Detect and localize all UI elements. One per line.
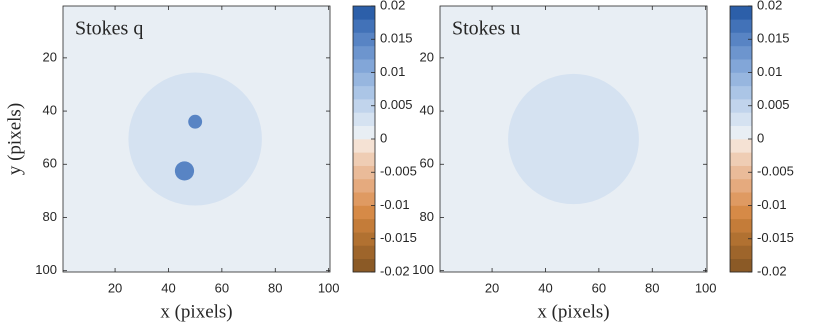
y-tick-label: 80 — [420, 209, 434, 224]
x-tick-label: 20 — [108, 280, 122, 295]
colorbar-segment — [730, 178, 752, 193]
colorbar-tick-label: -0.01 — [757, 197, 787, 212]
colorbar-segment — [730, 125, 752, 140]
colorbar-tick-label: -0.005 — [380, 164, 417, 179]
colorbar-segment — [730, 19, 752, 33]
colorbar-segment — [730, 232, 752, 246]
colorbar-tick-label: 0.015 — [380, 31, 413, 46]
colorbar-segment — [730, 152, 752, 166]
y-tick-label: 100 — [35, 262, 57, 277]
colorbar-segment — [353, 258, 375, 273]
colorbar-tick-label: -0.02 — [757, 263, 787, 278]
colorbar-tick-label: 0.02 — [757, 0, 782, 12]
disk — [128, 72, 262, 206]
colorbar-segment — [353, 19, 375, 33]
colorbar-tick-label: 0.01 — [757, 64, 782, 79]
y-tick-label: 100 — [412, 262, 434, 277]
y-tick-label: 60 — [43, 156, 57, 171]
colorbar-tick-label: 0 — [757, 130, 764, 145]
y-tick-label: 40 — [420, 103, 434, 118]
colorbar-segment — [353, 72, 375, 87]
colorbar-segment — [353, 125, 375, 140]
spot — [188, 114, 203, 129]
colorbar-segment — [730, 112, 752, 126]
colorbar-segment — [353, 192, 375, 206]
colorbar-segment — [730, 32, 752, 47]
colorbar-tick-label: 0.015 — [757, 31, 790, 46]
x-axis-label: x (pixels) — [537, 301, 609, 322]
colorbar-segment — [353, 152, 375, 166]
colorbar-segment — [730, 205, 752, 220]
x-tick-label: 100 — [318, 280, 340, 295]
x-tick-label: 100 — [695, 280, 717, 295]
colorbar-segment — [353, 85, 375, 100]
x-tick-label: 60 — [592, 280, 606, 295]
colorbar-segment — [353, 45, 375, 60]
colorbar-segment — [730, 45, 752, 60]
x-tick-label: 60 — [215, 280, 229, 295]
y-tick-label: 60 — [420, 156, 434, 171]
y-tick-label: 80 — [43, 209, 57, 224]
colorbar-segment — [353, 32, 375, 47]
colorbar-tick-label: -0.005 — [757, 164, 794, 179]
y-axis-label: y (pixels) — [4, 103, 25, 175]
colorbar-segment — [730, 6, 752, 20]
axes-frame — [439, 5, 708, 273]
colorbar-segment — [730, 258, 752, 273]
colorbar-segment — [730, 245, 752, 259]
colorbar-segment — [353, 6, 375, 20]
x-tick-label: 40 — [538, 280, 552, 295]
panel-title: Stokes u — [452, 18, 520, 40]
y-tick-label: 20 — [420, 49, 434, 64]
x-tick-label: 40 — [161, 280, 175, 295]
y-tick-label: 40 — [43, 103, 57, 118]
colorbar-segment — [730, 99, 752, 113]
colorbar-tick-label: -0.015 — [380, 230, 417, 245]
colorbar-segment — [730, 165, 752, 180]
colorbar-tick-label: -0.015 — [757, 230, 794, 245]
colorbar-segment — [353, 178, 375, 193]
axes-frame — [62, 5, 331, 273]
x-tick-label: 80 — [268, 280, 282, 295]
colorbar-segment — [353, 232, 375, 246]
colorbar-segment — [353, 205, 375, 220]
colorbar-tick-label: 0 — [380, 130, 387, 145]
x-tick-label: 20 — [485, 280, 499, 295]
colorbar-segment — [730, 85, 752, 100]
colorbar-segment — [730, 218, 752, 233]
colorbar-segment — [730, 192, 752, 206]
y-tick-label: 20 — [43, 49, 57, 64]
colorbar-tick-label: 0.02 — [380, 0, 405, 12]
colorbar-segment — [353, 112, 375, 126]
colorbar-tick-label: 0.01 — [380, 64, 405, 79]
colorbar-tick-label: 0.005 — [380, 97, 413, 112]
disk — [508, 73, 639, 205]
colorbar-segment — [730, 72, 752, 87]
colorbar-segment — [730, 59, 752, 73]
colorbar-tick-label: -0.02 — [380, 263, 410, 278]
colorbar-segment — [353, 59, 375, 73]
x-tick-label: 80 — [645, 280, 659, 295]
colorbar-tick-label: -0.01 — [380, 197, 410, 212]
panel-title: Stokes q — [75, 18, 143, 40]
x-axis-label: x (pixels) — [160, 301, 232, 322]
colorbar-tick-label: 0.005 — [757, 97, 790, 112]
spot — [174, 161, 195, 181]
colorbar-segment — [353, 218, 375, 233]
colorbar-segment — [353, 139, 375, 153]
colorbar-segment — [730, 139, 752, 153]
colorbar-segment — [353, 99, 375, 113]
colorbar-segment — [353, 245, 375, 259]
colorbar-segment — [353, 165, 375, 180]
